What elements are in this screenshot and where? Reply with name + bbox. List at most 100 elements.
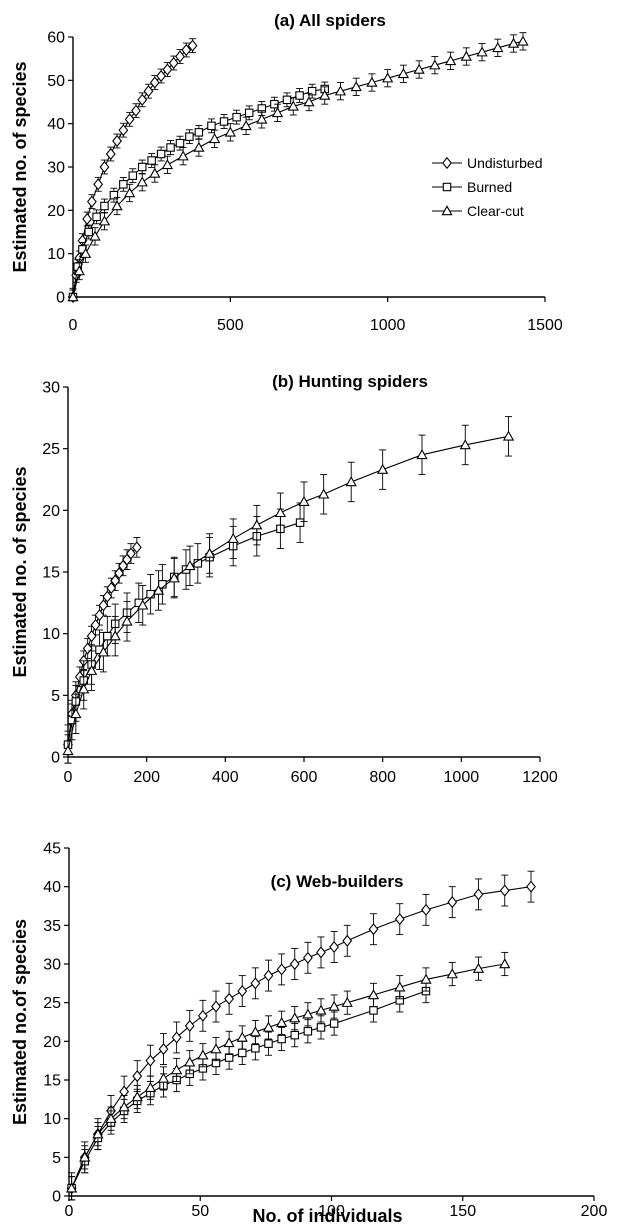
- series-clear-cut-point: [444, 55, 457, 66]
- x-tick-label: 50: [191, 1203, 209, 1220]
- series-undisturbed-point: [102, 590, 113, 603]
- series-burned-point: [194, 128, 204, 137]
- y-tick-label: 20: [47, 203, 65, 220]
- series-clear-cut-point: [210, 1043, 222, 1054]
- series-clear-cut-point: [377, 463, 389, 474]
- series-undisturbed-point: [126, 547, 136, 560]
- series-burned-point: [109, 190, 119, 200]
- series-undisturbed-point: [171, 1031, 182, 1044]
- series-burned-point: [207, 121, 216, 131]
- series-undisturbed-point: [368, 923, 379, 936]
- x-tick-label: 0: [65, 1203, 74, 1220]
- series-undisturbed-point: [90, 618, 101, 632]
- series-clear-cut-point: [67, 291, 79, 302]
- series-clear-cut-point: [79, 247, 92, 258]
- series-undisturbed-point: [184, 1019, 195, 1032]
- series-clear-cut-point: [303, 96, 315, 107]
- x-tick-label: 1200: [522, 769, 558, 786]
- series-clear-cut-point: [98, 215, 111, 226]
- x-tick-label: 150: [449, 1203, 476, 1220]
- series-undisturbed-point: [329, 940, 340, 954]
- series-clear-cut-point: [287, 100, 299, 111]
- y-tick-label: 25: [42, 441, 60, 458]
- series-clear-cut-point: [184, 1056, 196, 1067]
- y-axis-label: Estimated no. of species: [10, 466, 30, 677]
- y-tick-label: 25: [43, 995, 61, 1012]
- series-clear-cut-point: [118, 1101, 130, 1112]
- series-undisturbed-point: [156, 69, 167, 83]
- y-tick-label: 0: [56, 290, 65, 307]
- series-clear-cut-line: [67, 435, 509, 751]
- series-clear-cut-point: [472, 962, 485, 973]
- series-clear-cut-point: [168, 572, 180, 583]
- x-tick-label: 800: [369, 769, 396, 786]
- series-burned-point: [100, 201, 109, 211]
- series-burned-point: [251, 1044, 260, 1053]
- series-undisturbed-point: [131, 104, 141, 117]
- y-axis-label: Estimated no.of species: [10, 919, 30, 1125]
- series-burned-point: [295, 91, 304, 100]
- series-undisturbed-point: [211, 1000, 221, 1013]
- series-undisturbed-point: [145, 1054, 156, 1067]
- chart-panel-a: 0 10 20 30 40 50 60 0 500 1000 1500 (a) All spiders…: [10, 11, 563, 334]
- series-burned-point: [128, 171, 138, 180]
- y-tick-label: 10: [42, 626, 60, 643]
- series-clear-cut-point: [223, 1037, 235, 1048]
- series-undisturbed-point: [82, 212, 93, 226]
- series-burned-point: [244, 108, 254, 118]
- series-clear-cut-point: [65, 1182, 78, 1193]
- series-clear-cut-point: [499, 958, 511, 969]
- y-tick-label: 50: [47, 73, 65, 90]
- legend-triangle-point: [441, 205, 453, 216]
- series-undisturbed-point: [187, 39, 198, 52]
- x-tick-label: 100: [318, 1203, 345, 1220]
- series-clear-cut-point: [177, 150, 189, 161]
- series-clear-cut-point: [193, 141, 205, 152]
- series-undisturbed-point: [197, 1009, 208, 1022]
- series-undisturbed-point: [224, 992, 235, 1005]
- x-tick-label: 400: [212, 769, 239, 786]
- series-clear-cut-point: [256, 113, 268, 124]
- series-clear-cut-point: [92, 1128, 104, 1139]
- y-tick-label: 20: [42, 503, 60, 520]
- series-clear-cut-point: [62, 745, 74, 756]
- series-clear-cut-point: [208, 133, 221, 144]
- series-undisturbed-point: [86, 630, 97, 643]
- series-burned-point: [238, 1048, 247, 1058]
- series-burned-point: [92, 212, 101, 222]
- y-tick-label: 20: [43, 1034, 61, 1051]
- series-undisturbed-point: [98, 599, 109, 612]
- series-burned-point: [316, 1023, 326, 1032]
- series-clear-cut-point: [517, 35, 529, 46]
- series-clear-cut-point: [109, 630, 121, 641]
- series-clear-cut-point: [492, 42, 504, 53]
- series-clear-cut-point: [319, 89, 331, 100]
- series-clear-cut-point: [152, 584, 165, 595]
- series-undisturbed-point: [168, 56, 179, 70]
- x-tick-label: 1000: [370, 317, 406, 334]
- series-clear-cut-point: [224, 126, 236, 137]
- series-clear-cut-point: [89, 230, 101, 241]
- chart-title: (a) All spiders: [274, 11, 386, 30]
- series-burned-point: [264, 1039, 273, 1048]
- series-undisturbed-point: [316, 946, 326, 959]
- series-undisturbed-point: [143, 85, 154, 98]
- y-tick-label: 15: [42, 565, 60, 582]
- series-burned-point: [329, 1019, 339, 1028]
- series-undisturbed-point: [158, 1042, 169, 1056]
- series-clear-cut-point: [366, 76, 378, 87]
- series-clear-cut-point: [78, 683, 90, 694]
- series-undisturbed-point: [118, 124, 129, 137]
- series-clear-cut-point: [382, 72, 394, 83]
- series-burned: [68, 81, 329, 302]
- series-clear-cut-point: [289, 1012, 301, 1023]
- series-burned-point: [156, 149, 166, 159]
- series-clear-cut-point: [157, 1072, 170, 1083]
- series-burned-point: [84, 227, 93, 237]
- series-undisturbed-point: [106, 581, 117, 595]
- series-clear-cut-point: [136, 176, 148, 187]
- legend-label: Undisturbed: [467, 155, 543, 171]
- series-undisturbed-point: [86, 195, 97, 208]
- series-clear-cut-point: [137, 599, 149, 610]
- series-undisturbed-point: [105, 147, 116, 161]
